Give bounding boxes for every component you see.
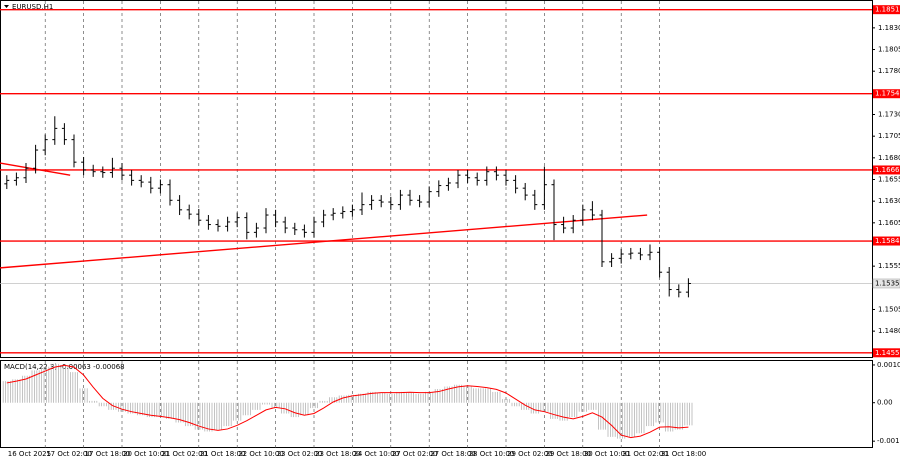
y-tick-label: 1.1630 (878, 197, 900, 205)
level-label: 1.1666 (875, 166, 900, 174)
x-tick-label: 28 Oct 10:00 (469, 450, 515, 458)
y-tick-label: 1.1805 (878, 46, 900, 54)
x-tick-label: 24 Oct 10:00 (353, 450, 399, 458)
x-tick-label: 27 Oct 02:00 (392, 450, 438, 458)
y-tick-label: -0.00107 (877, 437, 900, 445)
y-tick-label: 1.1655 (878, 176, 900, 184)
x-tick-label: 22 Oct 10:00 (238, 450, 284, 458)
x-tick-label: 30 Oct 10:00 (584, 450, 630, 458)
menu-arrow (4, 5, 9, 8)
level-label: 1.1851 (875, 6, 900, 14)
x-tick-label: 16 Oct 2025 (8, 450, 51, 458)
x-tick-label: 27 Oct 18:00 (430, 450, 476, 458)
level-box (873, 89, 900, 99)
y-tick-label: 1.1730 (878, 111, 900, 119)
macd-name: MACD(14,22,3) (4, 363, 57, 371)
x-tick-label: 31 Oct 18:00 (661, 450, 707, 458)
x-tick-label: 17 Oct 18:00 (85, 450, 131, 458)
macd-title: MACD(14,22,3) -0.00063 -0.00068 (4, 363, 125, 371)
current-price-label: 1.1535 (875, 279, 900, 287)
y-tick-label: 1.1480 (878, 327, 900, 335)
level-box (873, 236, 900, 246)
y-tick-label: 1.1555 (878, 262, 900, 270)
x-tick-label: 29 Oct 02:00 (507, 450, 553, 458)
y-tick-label: 1.1505 (878, 305, 900, 313)
level-box (873, 165, 900, 175)
signal-line (6, 364, 689, 439)
y-tick-label: 1.1680 (878, 154, 900, 162)
x-tick-label: 23 Oct 18:00 (315, 450, 361, 458)
y-tick-label: 1.1605 (878, 219, 900, 227)
trend-line (0, 214, 648, 269)
x-tick-label: 17 Oct 02:00 (46, 450, 92, 458)
y-tick-label: 0.00 (877, 399, 893, 407)
x-tick-label: 31 Oct 02:00 (622, 450, 668, 458)
x-tick-label: 20 Oct 10:00 (123, 450, 169, 458)
x-tick-label: 29 Oct 18:00 (545, 450, 591, 458)
y-tick-label: 1.1780 (878, 67, 900, 75)
y-tick-label: 1.1705 (878, 132, 900, 140)
chart-title: EURUSD,H1 (12, 3, 53, 11)
y-tick-label: 0.00105 (877, 361, 900, 369)
level-label: 1.1455 (875, 349, 900, 357)
current-price-box (872, 278, 900, 289)
level-box (873, 348, 900, 358)
level-label: 1.1584 (875, 237, 900, 245)
x-tick-label: 21 Oct 18:00 (200, 450, 246, 458)
x-tick-label: 23 Oct 02:00 (277, 450, 323, 458)
macd-frame (0, 360, 873, 448)
level-label: 1.1754 (875, 90, 900, 98)
level-box (873, 5, 900, 15)
signal-value: -0.00068 (93, 363, 124, 371)
y-tick-label: 1.1830 (878, 24, 900, 32)
macd-value: -0.00063 (59, 363, 90, 371)
x-tick-label: 21 Oct 02:00 (161, 450, 207, 458)
